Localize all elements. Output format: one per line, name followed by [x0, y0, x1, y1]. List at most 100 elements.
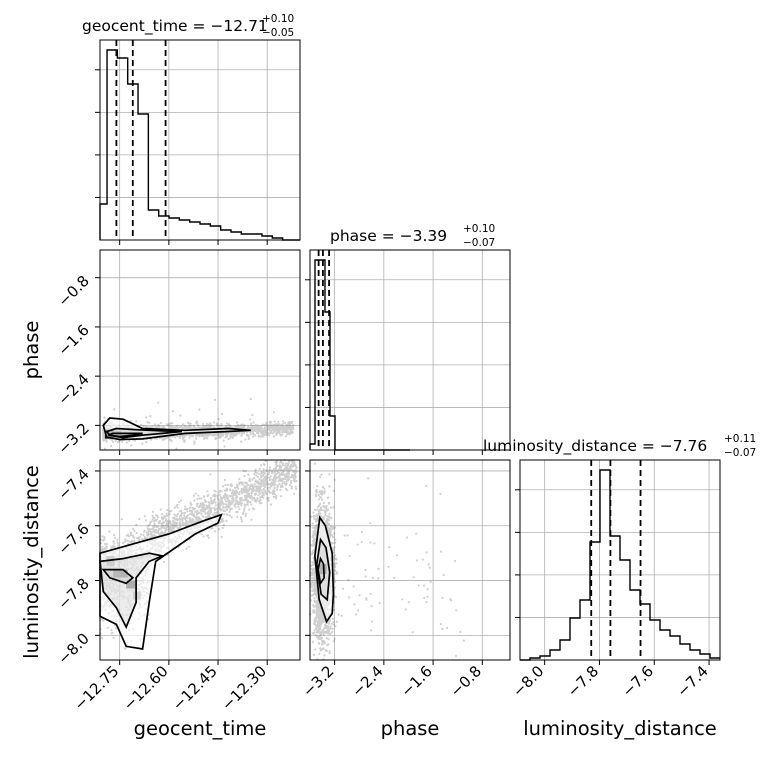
geocent_time_vs_luminosity_distance-point — [218, 500, 221, 503]
geocent_time_vs_luminosity_distance-point — [244, 498, 247, 501]
geocent_time_vs_phase-point — [188, 426, 191, 429]
geocent_time_vs_phase-point — [189, 425, 192, 428]
geocent_time_vs_luminosity_distance-point — [269, 466, 272, 469]
geocent_time_vs_phase-point — [202, 425, 205, 428]
geocent_time_vs_luminosity_distance-point — [105, 546, 108, 549]
geocent_time_vs_phase-point — [262, 429, 265, 432]
geocent_time_vs_luminosity_distance-point — [163, 560, 166, 563]
geocent_time_vs_phase-point — [250, 424, 253, 427]
geocent_time_vs_phase-point — [164, 437, 168, 440]
geocent_time_vs_luminosity_distance-point — [249, 480, 252, 483]
geocent_time_vs_phase-point — [184, 427, 187, 430]
geocent_time_vs_luminosity_distance-point — [135, 523, 138, 527]
geocent_time_vs_phase-point — [195, 421, 198, 424]
geocent_time_vs_phase-point — [265, 431, 268, 434]
geocent_time_vs_phase-point — [252, 432, 255, 435]
geocent_time_vs_phase-point — [292, 424, 295, 427]
geocent_time_vs_luminosity_distance-point — [165, 514, 169, 517]
geocent_time_vs_luminosity_distance-point — [222, 506, 225, 509]
geocent_time_vs_phase-point — [274, 428, 277, 431]
geocent_time_vs_luminosity_distance-point — [237, 503, 240, 506]
geocent_time_vs_luminosity_distance-point — [176, 512, 179, 516]
geocent_time_vs_phase-point — [286, 426, 289, 429]
geocent_time_vs_luminosity_distance-point — [220, 490, 223, 493]
geocent_time_vs_luminosity_distance-point — [259, 498, 262, 501]
geocent_time_vs_luminosity_distance-point — [265, 478, 268, 481]
geocent_time_vs_phase-point — [201, 422, 205, 425]
geocent_time_vs_luminosity_distance-point — [171, 524, 174, 527]
geocent_time_vs_phase-point — [255, 427, 258, 430]
geocent_time_vs_luminosity_distance-point — [200, 533, 203, 536]
geocent_time_vs_phase-point — [290, 430, 293, 433]
geocent_time_vs_phase-point — [182, 435, 185, 438]
geocent_time_vs_phase-point — [282, 425, 285, 428]
geocent_time_vs_phase-point — [102, 434, 105, 437]
geocent_time_vs_phase-point — [282, 430, 285, 433]
geocent_time_vs_phase-point — [276, 431, 279, 434]
geocent_time_vs_phase-point — [215, 422, 218, 425]
geocent_time_vs_luminosity_distance-point — [251, 488, 254, 491]
geocent_time_vs_phase-point — [262, 432, 265, 436]
geocent_time_vs_phase-point — [262, 435, 265, 438]
geocent_time_vs_luminosity_distance-point — [180, 499, 183, 502]
geocent_time_vs_luminosity_distance-point — [158, 521, 161, 525]
geocent_time_vs_phase-point — [286, 424, 289, 427]
geocent_time_vs_luminosity_distance-point — [159, 508, 162, 511]
geocent_time_vs_luminosity_distance-point — [146, 524, 150, 527]
geocent_time_vs_luminosity_distance-point — [292, 470, 295, 473]
geocent_time_vs_luminosity_distance-point — [122, 541, 125, 545]
geocent_time_vs_phase-point — [288, 423, 291, 426]
geocent_time_vs_phase-point — [196, 420, 199, 423]
geocent_time_vs_luminosity_distance-point — [198, 497, 201, 500]
geocent_time_vs_phase-point — [276, 427, 279, 430]
geocent_time_vs_luminosity_distance-point — [274, 475, 277, 478]
geocent_time_vs_phase-point — [270, 426, 273, 429]
geocent_time_vs_luminosity_distance-point — [262, 496, 265, 499]
geocent_time_vs_phase-point — [202, 425, 205, 428]
geocent_time_vs_phase-point — [273, 430, 276, 433]
geocent_time_vs_phase-point — [288, 432, 292, 435]
geocent_time_vs_phase-point — [248, 426, 251, 429]
geocent_time_vs_phase-point — [238, 432, 241, 435]
geocent_time_vs_phase-point — [250, 422, 253, 425]
geocent_time_vs_luminosity_distance-point — [265, 493, 268, 496]
geocent_time_vs_phase-point — [263, 434, 266, 437]
geocent_time_vs_luminosity_distance-point — [228, 514, 231, 517]
geocent_time_vs_phase-point — [283, 430, 286, 433]
geocent_time_vs_phase-point — [281, 429, 285, 432]
geocent_time_vs_phase-point — [278, 430, 281, 433]
geocent_time_vs_phase-point — [259, 426, 262, 429]
geocent_time_vs_phase-point — [249, 418, 252, 421]
geocent_time_vs_phase-point — [244, 438, 247, 441]
geocent_time_vs_luminosity_distance-point — [224, 506, 227, 509]
geocent_time_vs_luminosity_distance-point — [138, 539, 141, 542]
geocent_time_vs_phase-point — [254, 429, 257, 432]
geocent_time_vs_phase-point — [273, 423, 276, 426]
geocent_time_vs_phase-point — [276, 428, 279, 431]
geocent_time_vs_phase-point — [282, 428, 285, 432]
geocent_time_vs_phase-point — [168, 438, 171, 441]
geocent_time_vs_phase-point — [229, 425, 232, 428]
geocent_time_vs_phase-point — [275, 425, 278, 428]
geocent_time_vs_phase-point — [165, 436, 168, 439]
geocent_time_vs_luminosity_distance-point — [235, 490, 238, 493]
geocent_time_vs_phase-point — [260, 432, 263, 436]
geocent_time_vs_phase-point — [257, 424, 260, 427]
geocent_time_vs_luminosity_distance-point — [216, 510, 219, 513]
geocent_time_vs_phase-point — [102, 436, 105, 439]
geocent_time_vs_phase-point — [271, 424, 274, 427]
geocent_time_vs_luminosity_distance-point — [230, 500, 233, 503]
geocent_time_vs_phase-point — [286, 426, 289, 429]
geocent_time_vs_phase-point — [199, 433, 202, 436]
geocent_time_vs_luminosity_distance-point — [168, 513, 171, 516]
geocent_time_vs_luminosity_distance-point — [108, 530, 111, 533]
geocent_time_vs_phase-point — [200, 434, 204, 438]
geocent_time_vs_luminosity_distance-point — [267, 483, 270, 486]
geocent_time_vs_luminosity_distance-point — [194, 515, 197, 518]
geocent_time_vs_phase-point — [103, 437, 106, 440]
geocent_time_vs_luminosity_distance-point — [290, 485, 293, 488]
geocent_time_vs_luminosity_distance-point — [247, 473, 250, 476]
geocent_time_vs_luminosity_distance-point — [143, 530, 146, 533]
geocent_time_vs_luminosity_distance-point — [209, 473, 212, 476]
geocent_time_vs_luminosity_distance-point — [258, 491, 261, 494]
